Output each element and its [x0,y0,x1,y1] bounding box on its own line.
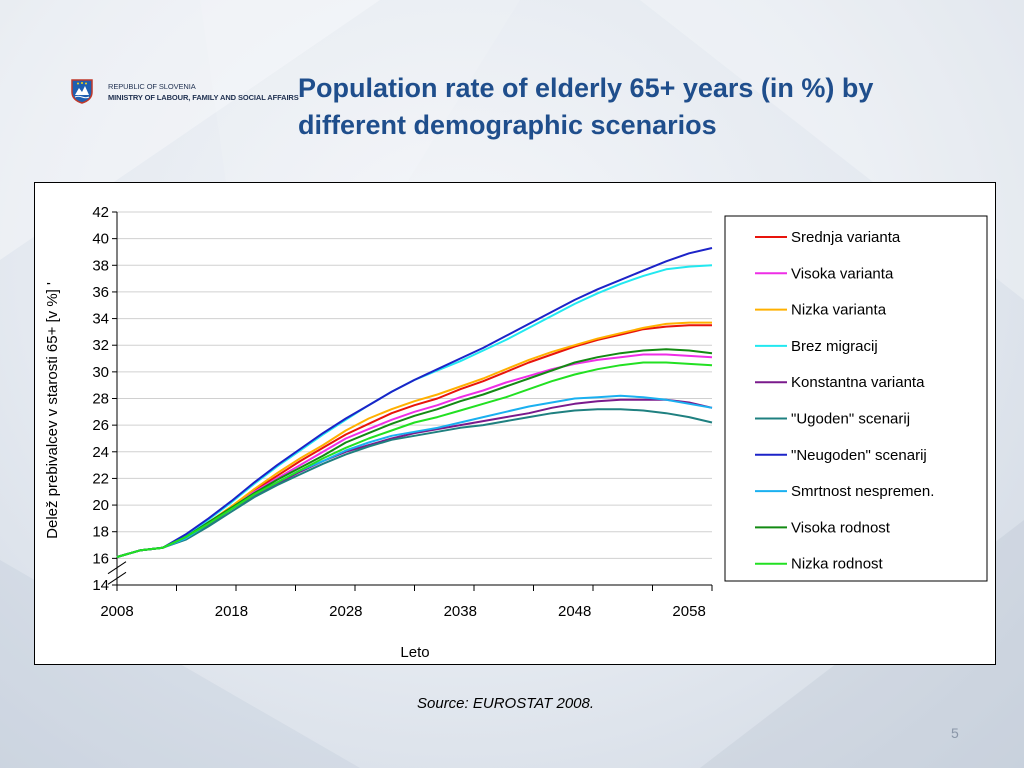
legend-label: Smrtnost nespremen. [791,483,934,500]
legend-label: Visoka rodnost [791,519,891,536]
x-tick-label: 2028 [329,603,362,620]
y-tick-label: 42 [92,204,109,221]
chart-container: 14 16 18 20 22 24 26 28 30 32 34 36 38 40 42 2008 2018 20… [34,182,996,665]
slide-title: Population rate of elderly 65+ years (in… [298,73,874,140]
x-tick-label: 2048 [558,603,591,620]
y-tick-label: 24 [92,444,109,461]
axis-break-mark [107,561,127,575]
x-tick-label: 2008 [100,603,133,620]
slovenia-coat-of-arms-icon [71,79,93,104]
y-tick-label: 34 [92,311,109,328]
y-axis-label: Delež prebivalcev v starosti 65+ [v %] ' [44,282,61,539]
ministry-text: MINISTRY OF LABOUR, FAMILY AND SOCIAL AF… [108,93,299,102]
y-tick-label: 28 [92,391,109,408]
series-line [116,361,713,558]
y-tick-label: 40 [92,231,109,248]
series-line [116,247,713,558]
y-tick-label: 30 [92,364,109,381]
legend-label: Brez migracij [791,338,878,355]
y-tick-label: 20 [92,497,109,514]
legend-label: "Neugoden" scenarij [791,447,927,464]
x-axis-label: Leto [400,644,429,661]
legend-label: Srednja varianta [791,229,901,246]
legend-label: Konstantna varianta [791,374,925,391]
y-tick-label: 14 [92,577,109,594]
y-tick-label: 26 [92,417,109,434]
y-tick-label: 22 [92,470,109,487]
series-line [116,348,713,558]
republic-text: REPUBLIC OF SLOVENIA [108,82,196,91]
source-note: Source: EUROSTAT 2008. [417,695,595,712]
axis-break-mark [107,571,127,585]
y-tick-label: 38 [92,257,109,274]
series-line [116,394,713,558]
y-tick-label: 36 [92,284,109,301]
legend-box [724,215,988,582]
y-tick-label: 18 [92,524,109,541]
series-line [116,408,713,558]
line-chart: 14 16 18 20 22 24 26 28 30 32 34 36 38 40 42 2008 2018 20… [44,204,988,661]
legend-label: Nizka varianta [791,302,887,319]
x-tick-label: 2018 [215,603,248,620]
y-tick-label: 32 [92,337,109,354]
legend-label: Nizka rodnost [791,556,884,573]
ministry-label: REPUBLIC OF SLOVENIA MINISTRY OF LABOUR,… [108,81,299,103]
y-tick-label: 16 [92,550,109,567]
page-number: 5 [951,725,959,741]
x-tick-label: 2058 [672,603,705,620]
legend-label: Visoka varianta [791,265,894,282]
x-tick-label: 2038 [444,603,477,620]
legend-label: "Ugoden" scenarij [791,411,910,428]
